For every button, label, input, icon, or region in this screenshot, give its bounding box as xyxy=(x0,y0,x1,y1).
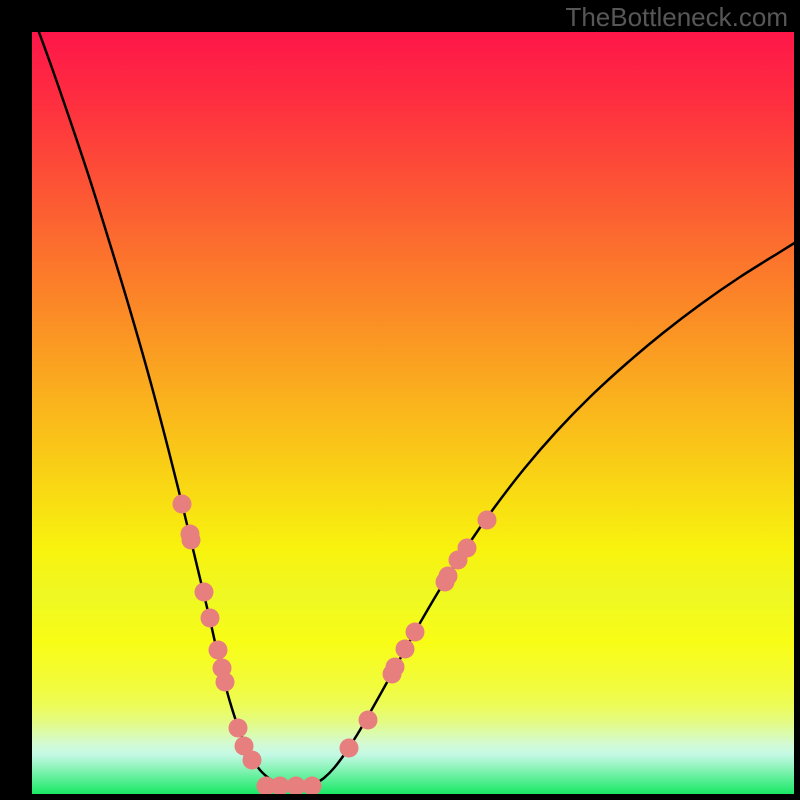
marker-right xyxy=(478,511,497,530)
marker-left xyxy=(243,751,262,770)
marker-left xyxy=(229,719,248,738)
marker-left xyxy=(182,531,201,550)
marker-right xyxy=(406,623,425,642)
marker-bottom xyxy=(303,777,322,796)
marker-left xyxy=(209,641,228,660)
marker-left xyxy=(195,583,214,602)
marker-left xyxy=(216,673,235,692)
marker-right xyxy=(458,539,477,558)
marker-right xyxy=(359,711,378,730)
chart-frame: TheBottleneck.com xyxy=(0,0,800,800)
watermark-text: TheBottleneck.com xyxy=(565,2,788,33)
marker-left xyxy=(201,609,220,628)
chart-svg xyxy=(0,0,800,800)
marker-right xyxy=(386,658,405,677)
plot-background xyxy=(32,32,794,794)
marker-right xyxy=(396,640,415,659)
marker-left xyxy=(173,495,192,514)
marker-right xyxy=(340,739,359,758)
marker-right xyxy=(439,567,458,586)
